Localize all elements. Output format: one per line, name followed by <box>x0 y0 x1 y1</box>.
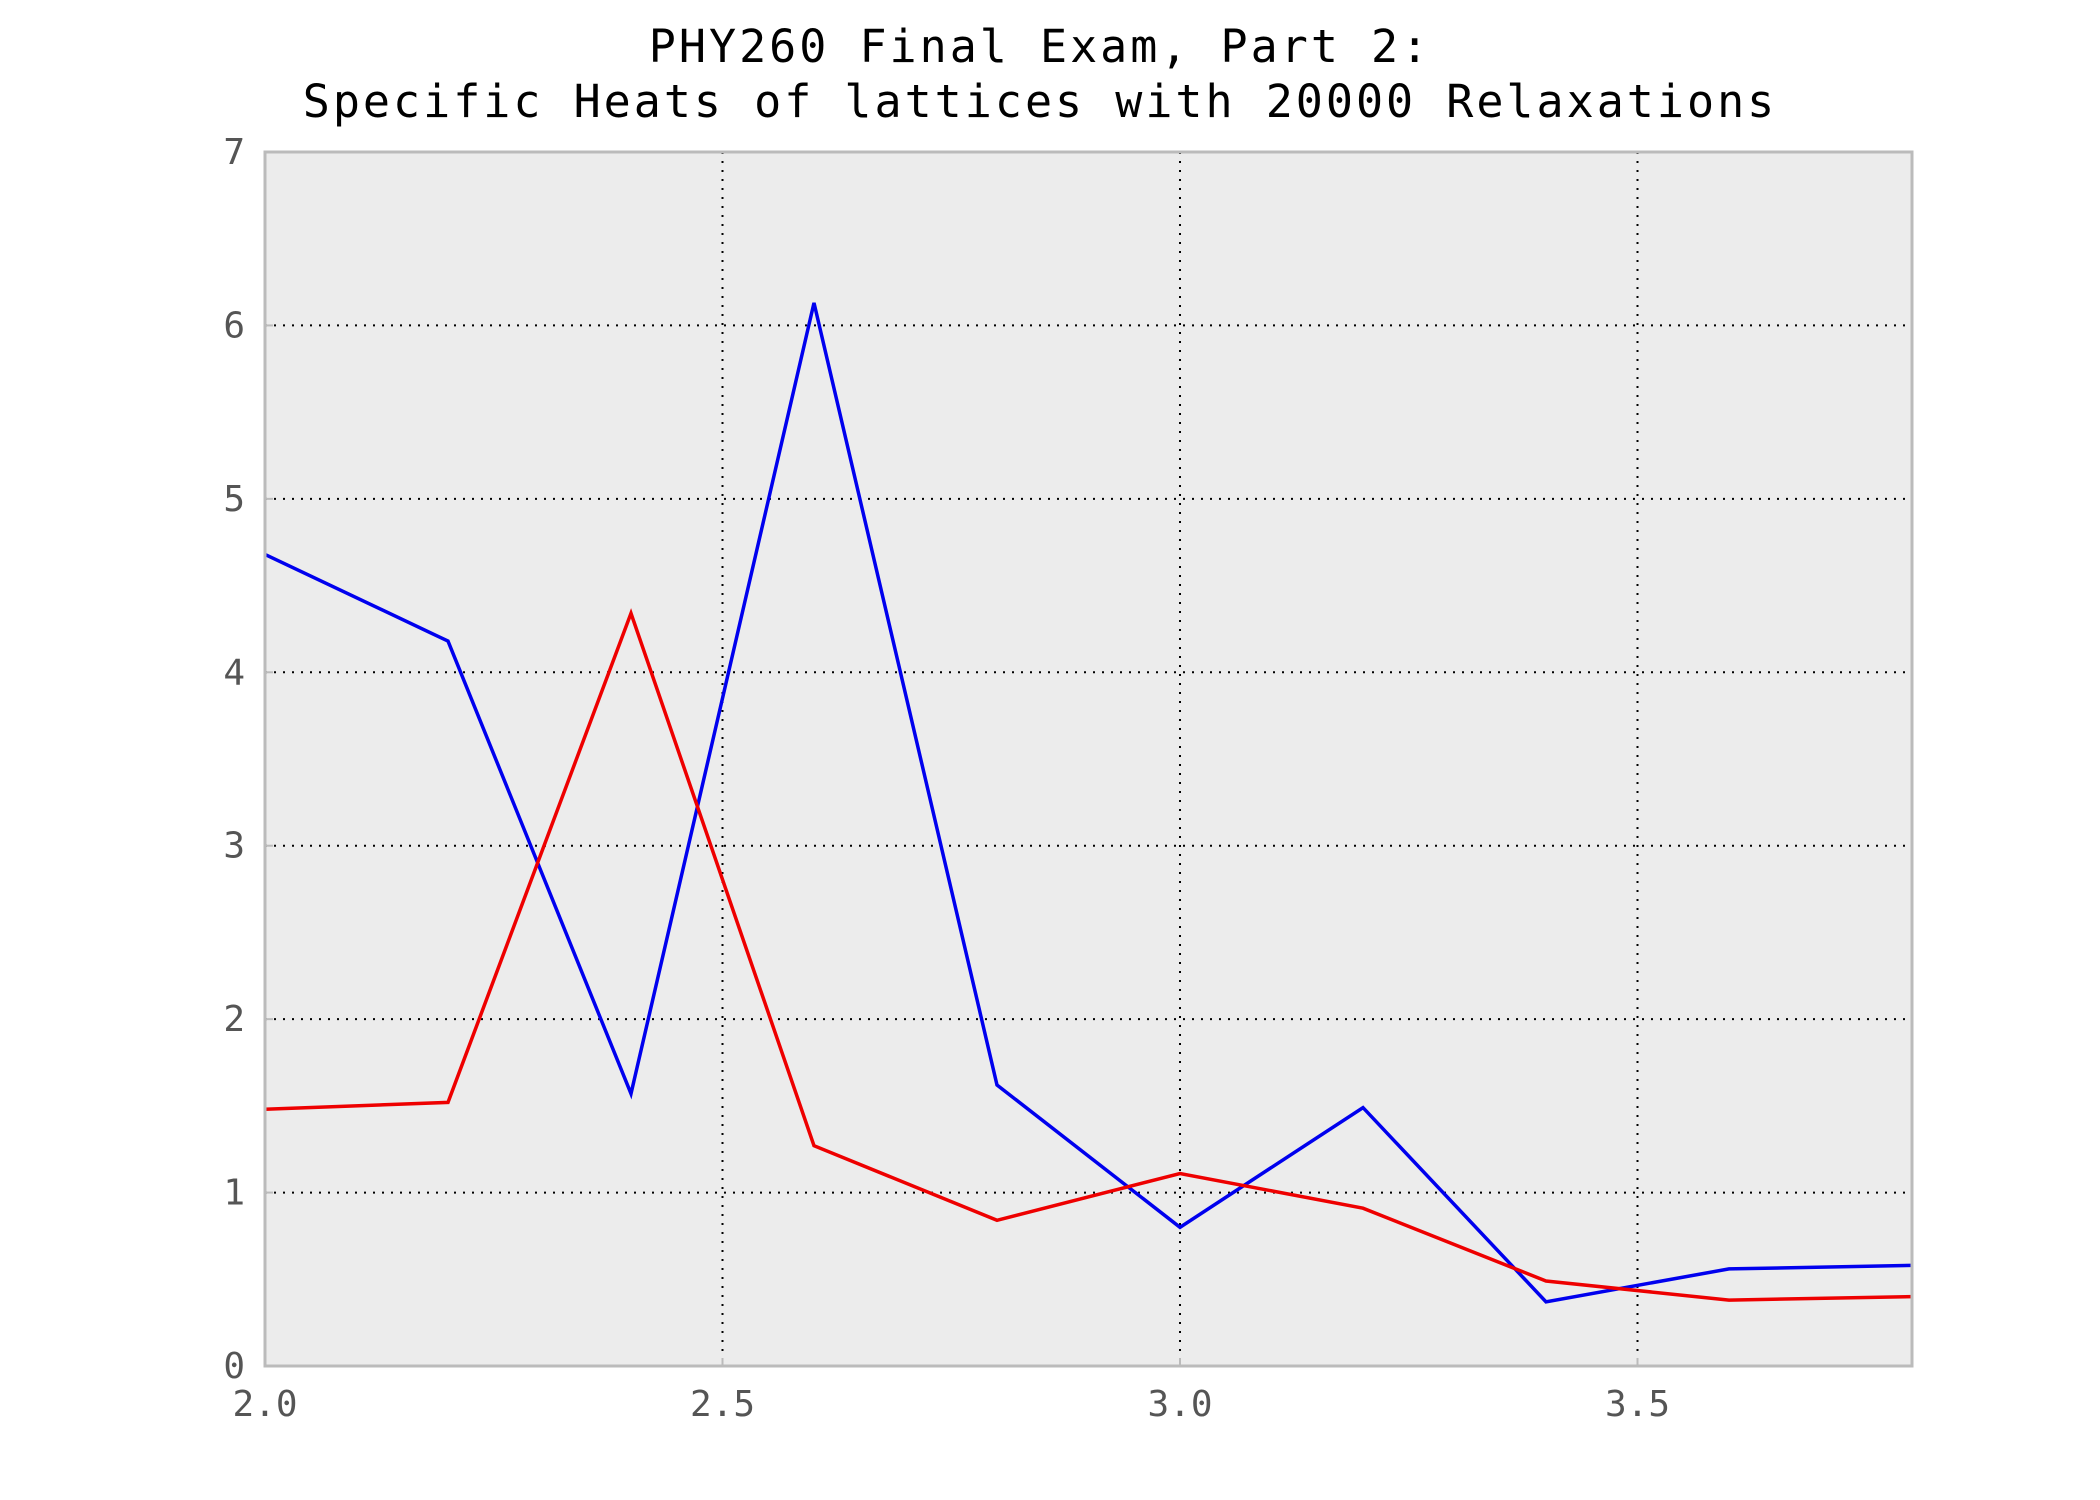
series-line-1 <box>264 302 1913 1304</box>
chart-title-line-1: PHY260 Final Exam, Part 2: <box>649 20 1431 73</box>
x-tick-label: 2.5 <box>690 1384 755 1425</box>
y-tick-label: 2 <box>223 999 245 1040</box>
y-tick-label: 7 <box>223 132 245 173</box>
plot-area <box>265 152 1912 1366</box>
series-lines <box>264 302 1913 1304</box>
y-tick-label: 0 <box>223 1346 245 1387</box>
y-tick-label: 3 <box>223 826 245 867</box>
y-tick-label: 6 <box>223 305 245 346</box>
series-line-2 <box>264 608 1913 1302</box>
y-tick-label: 4 <box>223 652 245 693</box>
y-tick-label: 1 <box>223 1173 245 1214</box>
x-tick-label: 2.0 <box>232 1384 297 1425</box>
x-tick-label: 3.0 <box>1147 1384 1212 1425</box>
plot-frame <box>263 150 1914 1368</box>
x-tick-label: 3.5 <box>1605 1384 1670 1425</box>
axis-ticks: 2.0 2.5 3.0 3.5 0 1 2 3 4 5 6 7 <box>223 132 1670 1425</box>
y-tick-label: 5 <box>223 479 245 520</box>
chart-title-line-2: Specific Heats of lattices with 20000 Re… <box>303 75 1778 128</box>
